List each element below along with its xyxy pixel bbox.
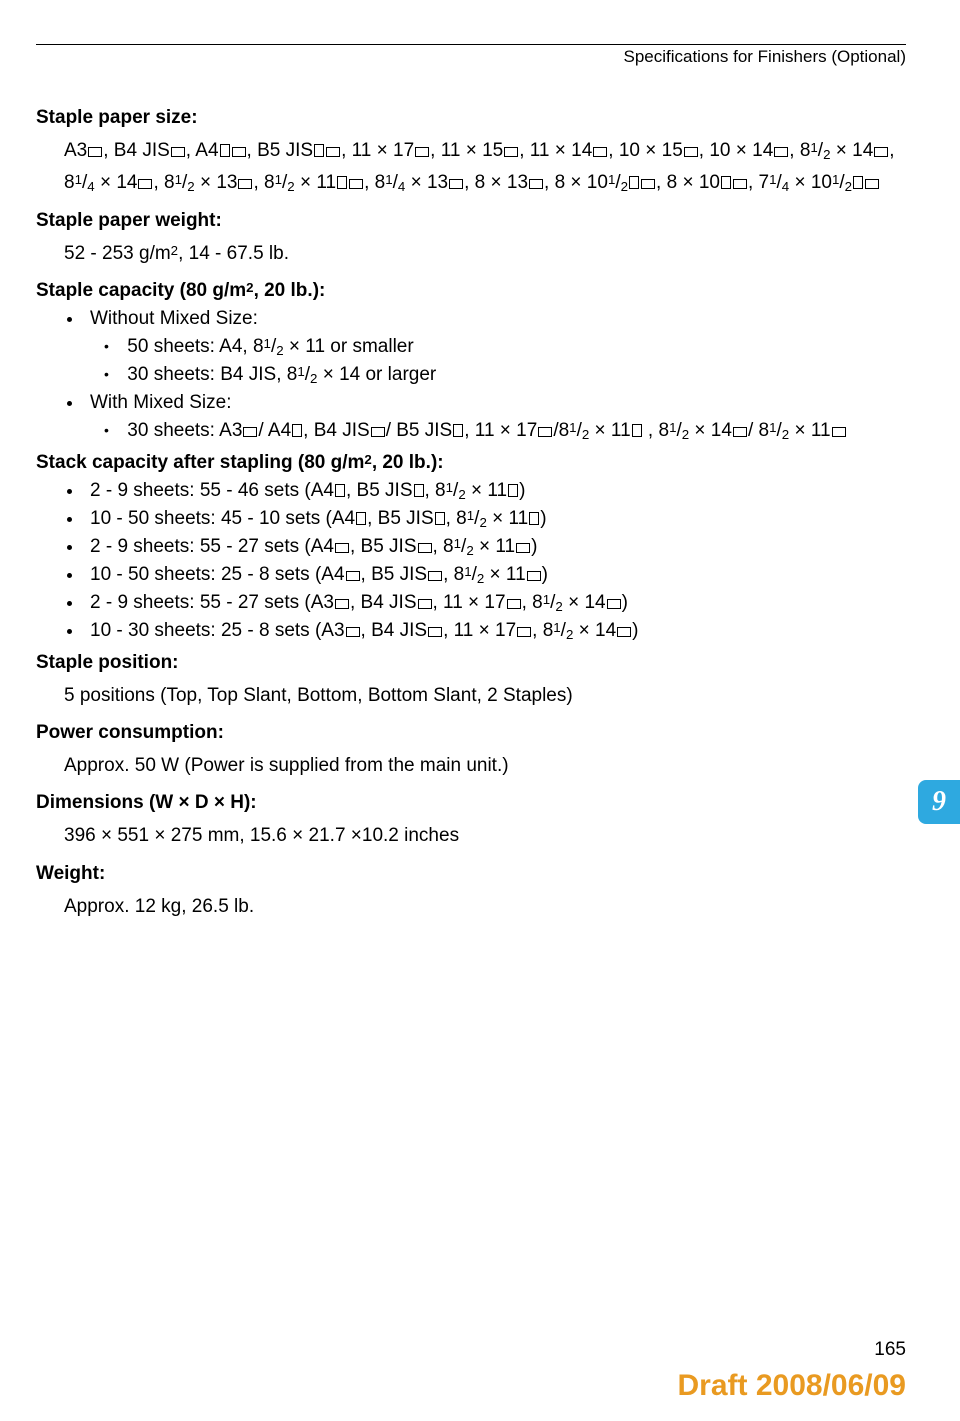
stc-2: 10 - 50 sheets: 45 - 10 sets (A4, B5 JIS… bbox=[84, 508, 906, 530]
spw-prefix: 52 - 253 g/m bbox=[64, 243, 171, 264]
page-number: 165 bbox=[874, 1339, 906, 1361]
sc-without-a: 50 sheets: A4, 81/2 × 11 or smaller bbox=[116, 336, 906, 358]
stc-5: 2 - 9 sheets: 55 - 27 sets (A3, B4 JIS, … bbox=[84, 592, 906, 614]
header-section: Specifications for Finishers (Optional) bbox=[36, 47, 906, 67]
sc-with-a: 30 sheets: A3/ A4, B4 JIS/ B5 JIS, 11 × … bbox=[116, 420, 906, 442]
power-title: Power consumption: bbox=[36, 722, 906, 744]
staple-paper-size-value: A3, B4 JIS, A4, B5 JIS, 11 × 17, 11 × 15… bbox=[64, 135, 906, 200]
stc-6: 10 - 30 sheets: 25 - 8 sets (A3, B4 JIS,… bbox=[84, 620, 906, 642]
stack-capacity-list: 2 - 9 sheets: 55 - 46 sets (A4, B5 JIS, … bbox=[84, 480, 906, 642]
chapter-tab: 9 bbox=[918, 780, 960, 824]
dimensions-value: 396 × 551 × 275 mm, 15.6 × 21.7 ×10.2 in… bbox=[64, 820, 906, 852]
sc-with: With Mixed Size: bbox=[84, 392, 906, 414]
stack-capacity-title: Stack capacity after stapling (80 g/m2, … bbox=[36, 452, 906, 474]
stc-1: 2 - 9 sheets: 55 - 46 sets (A4, B5 JIS, … bbox=[84, 480, 906, 502]
draft-stamp: Draft 2008/06/09 bbox=[678, 1369, 907, 1403]
stc-3: 2 - 9 sheets: 55 - 27 sets (A4, B5 JIS, … bbox=[84, 536, 906, 558]
sc-without: Without Mixed Size: bbox=[84, 308, 906, 330]
staple-paper-weight-title: Staple paper weight: bbox=[36, 210, 906, 232]
stc-title-prefix: Stack capacity after stapling (80 g/m bbox=[36, 452, 364, 473]
header-rule bbox=[36, 44, 906, 45]
staple-capacity-title: Staple capacity (80 g/m2, 20 lb.): bbox=[36, 280, 906, 302]
staple-paper-size-title: Staple paper size: bbox=[36, 107, 906, 129]
weight-title: Weight: bbox=[36, 863, 906, 885]
page: Specifications for Finishers (Optional) … bbox=[0, 0, 960, 1421]
staple-paper-weight-value: 52 - 253 g/m2, 14 - 67.5 lb. bbox=[64, 238, 906, 270]
weight-value: Approx. 12 kg, 26.5 lb. bbox=[64, 891, 906, 923]
staple-position-value: 5 positions (Top, Top Slant, Bottom, Bot… bbox=[64, 680, 906, 712]
sc-title-suffix: , 20 lb.): bbox=[254, 280, 326, 301]
dimensions-title: Dimensions (W × D × H): bbox=[36, 792, 906, 814]
sc-title-prefix: Staple capacity (80 g/m bbox=[36, 280, 246, 301]
spw-suffix: , 14 - 67.5 lb. bbox=[178, 243, 289, 264]
content: Staple paper size: A3, B4 JIS, A4, B5 JI… bbox=[36, 107, 906, 923]
stc-4: 10 - 50 sheets: 25 - 8 sets (A4, B5 JIS,… bbox=[84, 564, 906, 586]
sc-without-b: 30 sheets: B4 JIS, 81/2 × 14 or larger bbox=[116, 364, 906, 386]
power-value: Approx. 50 W (Power is supplied from the… bbox=[64, 750, 906, 782]
staple-capacity-list: Without Mixed Size: 50 sheets: A4, 81/2 … bbox=[84, 308, 906, 442]
staple-position-title: Staple position: bbox=[36, 652, 906, 674]
stc-title-suffix: , 20 lb.): bbox=[372, 452, 444, 473]
